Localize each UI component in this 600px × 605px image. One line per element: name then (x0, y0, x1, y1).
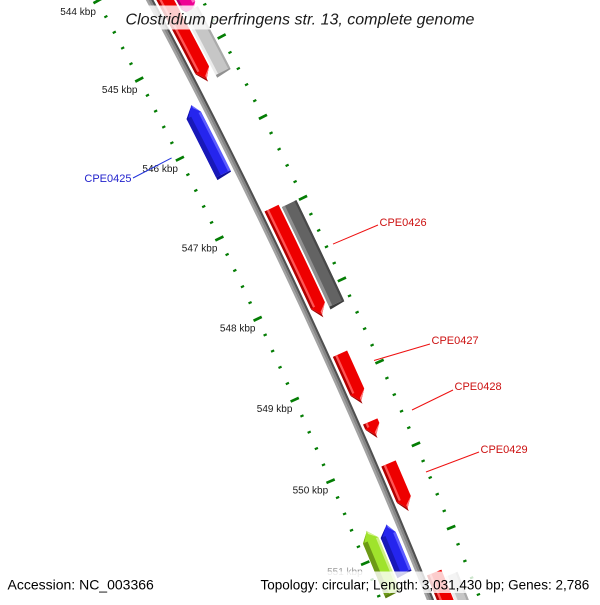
svg-text:550 kbp: 550 kbp (293, 485, 329, 496)
svg-text:CPE0429: CPE0429 (481, 444, 528, 456)
svg-text:CPE0428: CPE0428 (455, 381, 502, 393)
svg-text:CPE0427: CPE0427 (432, 335, 479, 347)
svg-text:548 kbp: 548 kbp (220, 324, 256, 335)
svg-text:549 kbp: 549 kbp (257, 404, 293, 415)
svg-text:Topology: circular; Length: 3,: Topology: circular; Length: 3,031,430 bp… (261, 578, 590, 593)
svg-text:Clostridium perfringens str. 1: Clostridium perfringens str. 13, complet… (126, 12, 475, 29)
svg-text:Accession: NC_003366: Accession: NC_003366 (8, 577, 155, 593)
svg-text:546 kbp: 546 kbp (142, 164, 178, 175)
svg-text:547 kbp: 547 kbp (182, 244, 218, 255)
svg-text:544 kbp: 544 kbp (60, 7, 96, 18)
svg-text:CPE0426: CPE0426 (380, 217, 427, 229)
svg-text:CPE0425: CPE0425 (84, 173, 131, 185)
svg-text:545 kbp: 545 kbp (102, 85, 138, 96)
